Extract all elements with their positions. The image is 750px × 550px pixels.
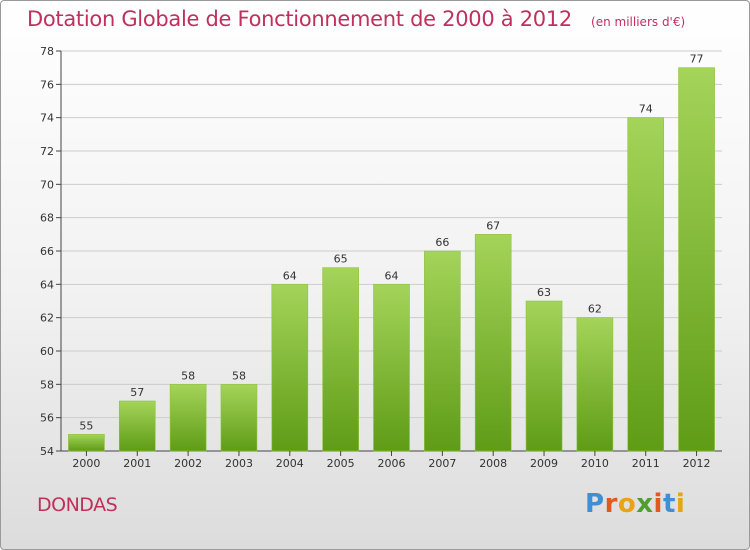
bar-2006 [373, 284, 410, 452]
data-label-2009: 63 [537, 286, 551, 299]
logo-letter: o [617, 489, 637, 519]
chart-unit: (en milliers d'€) [591, 15, 686, 29]
logo-letter: i [653, 489, 663, 519]
x-tick-label-2009: 2009 [530, 457, 558, 470]
bar-2011 [627, 117, 665, 452]
logo-letter: x [636, 489, 654, 519]
bar-2009 [525, 300, 563, 452]
x-tick-label-2011: 2011 [632, 457, 660, 470]
x-tick-label-2010: 2010 [581, 457, 609, 470]
y-tick-label: 62 [40, 312, 54, 325]
logo-letter: r [604, 489, 618, 519]
x-tick-label-2007: 2007 [428, 457, 456, 470]
logo-letter: P [585, 489, 605, 519]
y-tick-label: 72 [40, 145, 54, 158]
logo-letter: t [662, 489, 676, 519]
bar-2007 [424, 250, 461, 452]
y-tick-label: 66 [40, 245, 54, 258]
data-label-2010: 62 [588, 303, 602, 316]
x-tick-label-2001: 2001 [123, 457, 151, 470]
y-tick-label: 58 [40, 378, 54, 391]
bar-2010 [576, 317, 614, 452]
bar-2012 [678, 67, 715, 452]
bar-2008 [474, 234, 512, 452]
x-tick-label-2005: 2005 [327, 457, 355, 470]
y-tick-label: 70 [40, 178, 54, 191]
data-label-2007: 66 [435, 236, 449, 249]
data-label-2012: 77 [690, 53, 704, 66]
y-tick-label: 56 [40, 412, 54, 425]
data-label-2000: 55 [79, 419, 93, 432]
bar-2004 [271, 284, 309, 452]
x-tick-label-2002: 2002 [174, 457, 202, 470]
y-tick-label: 54 [40, 445, 54, 458]
commune-name: DONDAS [37, 494, 118, 516]
y-tick-label: 74 [40, 112, 54, 125]
data-label-2002: 58 [181, 369, 195, 382]
data-label-2003: 58 [232, 369, 246, 382]
bar-2003 [220, 384, 258, 452]
x-tick-label-2003: 2003 [225, 457, 253, 470]
y-tick-label: 68 [40, 212, 54, 225]
logo-letter: i [675, 489, 686, 519]
x-tick-label-2008: 2008 [479, 457, 507, 470]
x-tick-label-2004: 2004 [276, 457, 304, 470]
data-label-2011: 74 [639, 103, 653, 116]
chart-title: Dotation Globale de Fonctionnement de 20… [27, 7, 572, 31]
y-tick-label: 78 [40, 45, 54, 58]
title-row: Dotation Globale de Fonctionnement de 20… [27, 7, 685, 31]
y-tick-label: 64 [40, 278, 54, 291]
bar-2000 [68, 434, 105, 452]
x-tick-label-2012: 2012 [683, 457, 711, 470]
bar-2001 [118, 400, 156, 452]
data-label-2004: 64 [283, 269, 297, 282]
data-label-2006: 64 [385, 269, 399, 282]
y-tick-label: 76 [40, 78, 54, 91]
bar-2002 [169, 384, 207, 452]
data-label-2008: 67 [486, 219, 500, 232]
x-tick-label-2000: 2000 [72, 457, 100, 470]
x-tick-label-2006: 2006 [378, 457, 406, 470]
bar-2005 [322, 267, 359, 452]
data-label-2001: 57 [130, 386, 144, 399]
proxiti-logo: Proxiti [585, 489, 685, 519]
data-label-2005: 65 [334, 253, 348, 266]
y-tick-label: 60 [40, 345, 54, 358]
